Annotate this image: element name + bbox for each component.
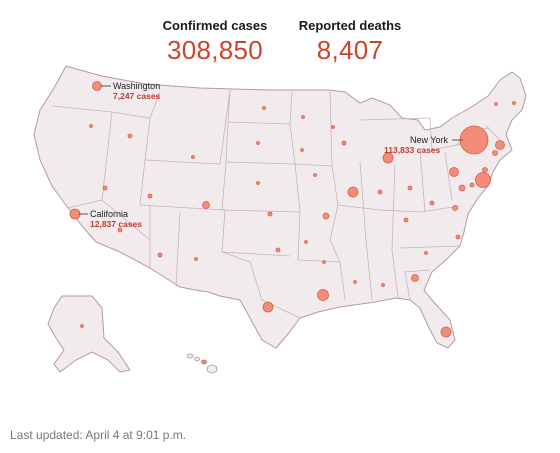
case-bubble bbox=[300, 148, 304, 152]
case-bubble bbox=[381, 283, 385, 287]
case-bubble bbox=[353, 280, 357, 284]
case-bubble bbox=[411, 274, 419, 282]
case-bubble bbox=[482, 167, 488, 173]
callout-washington-count: 7,247 cases bbox=[113, 91, 161, 101]
case-bubble bbox=[377, 189, 383, 195]
deaths-stat: Reported deaths 8,407 bbox=[285, 18, 415, 66]
case-bubble bbox=[69, 208, 81, 220]
callout-newyork-count: 113,833 cases bbox=[384, 145, 441, 155]
case-bubble bbox=[313, 173, 317, 177]
case-bubble bbox=[147, 193, 153, 199]
case-bubble bbox=[301, 115, 305, 119]
case-bubble bbox=[449, 167, 459, 177]
case-bubble bbox=[440, 326, 452, 338]
case-bubble bbox=[407, 185, 413, 191]
case-bubbles bbox=[69, 81, 516, 364]
case-bubble bbox=[458, 184, 466, 192]
case-bubble bbox=[495, 140, 505, 150]
case-bubble bbox=[331, 125, 335, 129]
deaths-label: Reported deaths bbox=[298, 18, 402, 33]
case-bubble bbox=[262, 106, 266, 110]
case-bubble bbox=[494, 102, 498, 106]
case-bubble bbox=[89, 124, 93, 128]
case-bubble bbox=[455, 234, 461, 240]
case-bubble bbox=[317, 289, 329, 301]
case-bubble bbox=[341, 140, 347, 146]
last-updated: Last updated: April 4 at 9:01 p.m. bbox=[10, 428, 187, 442]
case-bubble bbox=[267, 211, 273, 217]
case-bubble bbox=[262, 301, 274, 313]
case-bubble bbox=[382, 152, 394, 164]
case-bubble bbox=[191, 155, 195, 159]
case-bubble bbox=[194, 257, 198, 261]
case-bubble bbox=[256, 181, 260, 185]
case-bubble bbox=[403, 217, 409, 223]
case-bubble bbox=[469, 182, 475, 188]
case-bubble bbox=[512, 101, 516, 105]
callout-california-count: 12,837 cases bbox=[90, 219, 142, 229]
case-bubble bbox=[459, 125, 489, 155]
case-bubble bbox=[157, 252, 163, 258]
confirmed-value: 308,850 bbox=[166, 35, 264, 65]
case-bubble bbox=[92, 81, 102, 91]
case-bubble bbox=[127, 133, 133, 139]
case-bubble bbox=[322, 260, 326, 264]
case-bubble bbox=[202, 201, 210, 209]
case-bubble bbox=[347, 186, 359, 198]
alaska-shape bbox=[47, 295, 131, 373]
callout-leaders bbox=[79, 85, 463, 215]
callout-california-name: California bbox=[90, 209, 128, 219]
case-bubble bbox=[452, 205, 458, 211]
case-bubble bbox=[117, 227, 123, 233]
case-bubble bbox=[202, 360, 206, 364]
confirmed-label: Confirmed cases bbox=[162, 18, 268, 33]
case-bubble bbox=[429, 200, 435, 206]
case-bubble bbox=[102, 185, 108, 191]
case-bubble bbox=[475, 172, 491, 188]
case-bubble bbox=[304, 240, 308, 244]
case-bubble bbox=[80, 324, 84, 328]
state-borders bbox=[51, 89, 501, 319]
case-bubble bbox=[492, 150, 498, 156]
case-bubble bbox=[424, 251, 428, 255]
callout-washington-name: Washington bbox=[113, 81, 160, 91]
callout-newyork-name: New York bbox=[410, 135, 449, 145]
case-bubble bbox=[322, 212, 330, 220]
hawaii-shape bbox=[186, 353, 218, 374]
case-bubble bbox=[256, 141, 260, 145]
deaths-value: 8,407 bbox=[316, 35, 384, 65]
confirmed-stat: Confirmed cases 308,850 bbox=[150, 18, 280, 66]
case-bubble bbox=[275, 247, 281, 253]
